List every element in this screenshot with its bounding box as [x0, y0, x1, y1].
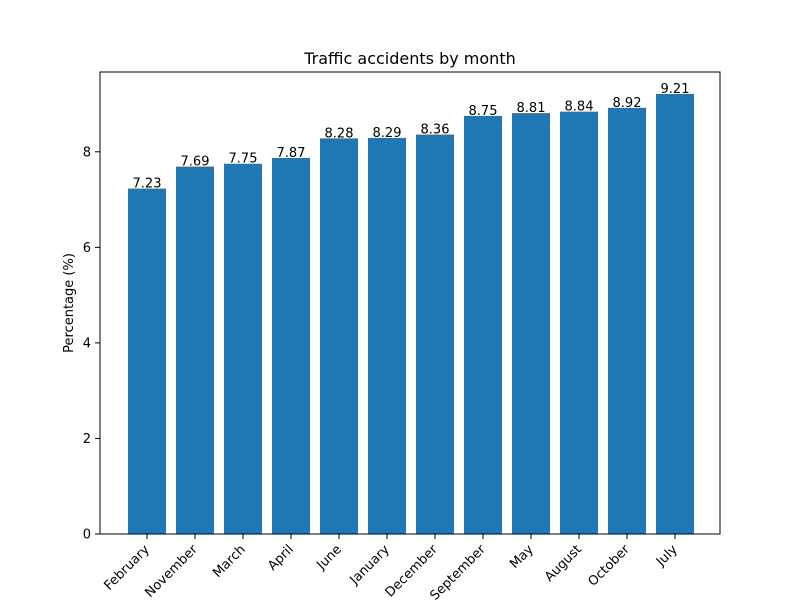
y-axis-label: Percentage (%) — [62, 253, 77, 353]
bar-december — [416, 134, 454, 534]
x-tick-label-july: July — [653, 542, 681, 570]
chart-title: Traffic accidents by month — [303, 49, 515, 68]
data-label-april: 7.87 — [277, 146, 306, 161]
data-label-october: 8.92 — [613, 96, 642, 111]
bar-october — [608, 107, 646, 535]
y-tick-label: 6 — [83, 241, 91, 256]
data-label-january: 8.29 — [373, 126, 402, 141]
bar-may — [512, 113, 550, 535]
bar-august — [560, 111, 598, 534]
bar-november — [176, 166, 214, 534]
bar-july — [656, 93, 694, 535]
x-tick-label-november: November — [142, 542, 201, 600]
data-label-september: 8.75 — [469, 104, 498, 119]
data-label-august: 8.84 — [565, 100, 594, 115]
y-tick-label: 2 — [83, 432, 91, 447]
x-tick-label-october: October — [585, 542, 633, 590]
x-tick-label-january: January — [347, 542, 393, 588]
y-tick-label: 0 — [83, 528, 91, 543]
data-label-june: 8.28 — [325, 126, 354, 141]
x-tick-label-april: April — [265, 542, 297, 574]
data-label-march: 7.75 — [229, 152, 258, 167]
plot-frame — [99, 71, 721, 535]
bar-march — [224, 163, 262, 534]
data-label-may: 8.81 — [517, 101, 546, 116]
bar-september — [464, 115, 502, 534]
y-axis-ticks: 0 2 4 6 8 — [83, 145, 100, 543]
y-tick-label: 4 — [83, 336, 91, 351]
data-label-november: 7.69 — [181, 155, 210, 170]
data-label-february: 7.23 — [133, 177, 162, 192]
bars-group — [128, 93, 694, 535]
data-label-july: 9.21 — [661, 82, 690, 97]
bar-april — [272, 157, 310, 534]
x-tick-label-august: August — [542, 542, 585, 585]
x-tick-label-may: May — [507, 542, 537, 572]
bar-january — [368, 137, 406, 534]
bar-june — [320, 138, 358, 534]
data-labels-group: 7.23 7.69 7.75 7.87 8.28 8.29 8.36 8.75 8.81 8.84… — [133, 82, 690, 192]
data-label-december: 8.36 — [421, 123, 450, 138]
x-tick-label-march: March — [210, 542, 249, 581]
x-tick-label-june: June — [313, 542, 344, 573]
y-tick-label: 8 — [83, 145, 91, 160]
bar-february — [128, 188, 166, 534]
